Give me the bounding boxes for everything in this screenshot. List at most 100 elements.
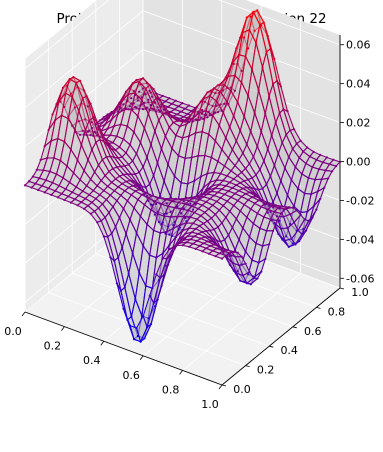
data-point — [316, 190, 319, 193]
data-point — [207, 188, 210, 191]
data-point — [122, 207, 125, 210]
data-point — [224, 254, 227, 257]
data-point — [72, 171, 75, 175]
data-point — [256, 212, 259, 215]
data-point — [257, 188, 260, 191]
data-point — [176, 113, 179, 116]
data-point — [107, 211, 111, 214]
data-point — [136, 182, 139, 185]
data-point — [172, 224, 175, 227]
data-point — [111, 167, 114, 170]
data-point — [227, 75, 230, 78]
data-point — [302, 228, 305, 231]
data-point — [266, 148, 269, 151]
data-point — [106, 113, 109, 116]
data-point — [240, 69, 243, 73]
data-point — [243, 280, 246, 283]
data-point — [159, 276, 162, 279]
data-point — [248, 191, 251, 194]
data-point — [51, 181, 54, 184]
data-point — [210, 190, 213, 193]
data-point — [117, 156, 120, 160]
data-point — [166, 163, 170, 166]
data-point — [214, 213, 217, 216]
data-point — [145, 82, 149, 85]
data-point — [111, 205, 115, 208]
data-point — [157, 279, 160, 282]
data-point — [314, 178, 317, 181]
data-point — [155, 256, 158, 259]
data-point — [130, 315, 133, 318]
data-point — [59, 159, 62, 162]
data-point — [94, 197, 97, 200]
data-point — [131, 159, 134, 163]
data-point — [335, 165, 338, 168]
data-point — [315, 158, 318, 161]
data-point — [189, 238, 192, 241]
data-point — [41, 184, 44, 187]
data-point — [72, 76, 75, 79]
data-point — [186, 113, 189, 116]
data-point — [277, 206, 280, 209]
data-point — [128, 143, 132, 146]
data-point — [160, 103, 163, 106]
data-point — [156, 210, 159, 213]
data-point — [67, 115, 70, 118]
data-point — [227, 234, 230, 237]
data-point — [186, 203, 189, 206]
data-point — [214, 139, 217, 142]
data-point — [132, 338, 136, 341]
data-point — [84, 197, 87, 200]
data-point — [173, 117, 176, 120]
data-point — [219, 172, 222, 175]
data-point — [269, 218, 272, 221]
data-point — [274, 204, 277, 207]
data-point — [157, 119, 160, 122]
data-point — [184, 216, 187, 220]
data-point — [176, 215, 179, 218]
data-point — [79, 178, 82, 181]
data-point — [192, 222, 195, 225]
data-point — [134, 92, 137, 95]
data-point — [81, 129, 84, 132]
data-point — [164, 264, 167, 267]
data-point — [250, 68, 254, 71]
data-point — [253, 202, 256, 205]
data-point — [130, 108, 133, 111]
data-point — [191, 120, 194, 123]
data-point — [94, 131, 97, 134]
y-tick-label: 0.6 — [304, 325, 322, 338]
data-point — [148, 193, 151, 196]
data-point — [206, 172, 209, 175]
data-point — [202, 222, 205, 225]
data-point — [206, 193, 209, 196]
data-point — [76, 85, 79, 89]
data-point — [245, 282, 248, 285]
data-point — [121, 99, 124, 102]
data-point — [206, 91, 209, 94]
data-point — [182, 120, 185, 123]
data-point — [243, 36, 246, 39]
data-point — [165, 212, 168, 215]
data-point — [257, 261, 260, 264]
data-point — [228, 181, 231, 184]
data-point — [324, 169, 327, 172]
data-point — [214, 242, 217, 245]
data-point — [44, 179, 48, 182]
data-point — [188, 245, 191, 248]
data-point — [155, 97, 158, 100]
data-point — [93, 171, 96, 174]
data-point — [212, 87, 216, 90]
data-point — [231, 62, 234, 65]
data-point — [178, 125, 181, 128]
data-point — [311, 166, 314, 169]
data-point — [171, 249, 174, 252]
data-point — [168, 248, 171, 251]
data-point — [332, 158, 335, 161]
data-point — [230, 254, 233, 257]
data-point — [227, 102, 230, 106]
data-point — [249, 186, 252, 189]
data-point — [138, 271, 141, 274]
data-point — [205, 109, 208, 112]
y-tick-label: 0.2 — [257, 364, 275, 377]
